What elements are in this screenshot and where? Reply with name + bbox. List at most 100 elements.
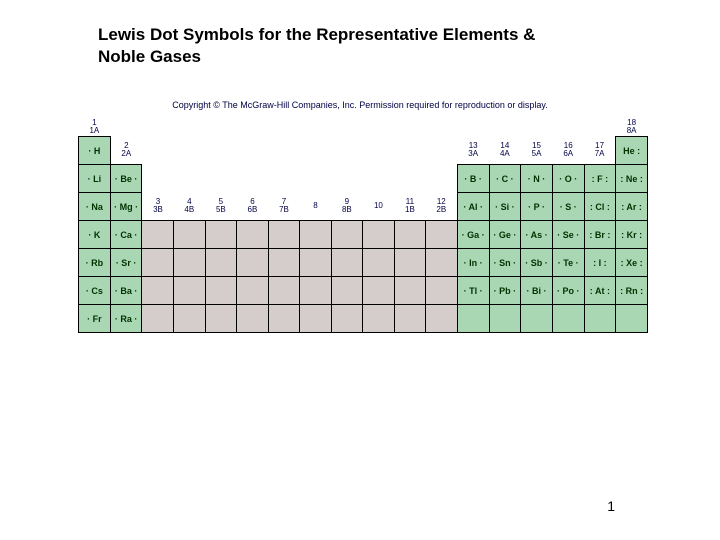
transition-cell (300, 277, 331, 305)
page-number: 1 (607, 498, 615, 514)
transition-cell (142, 249, 174, 277)
period-6: · Cs · Ba · · Tl · · Pb · · Bi · · Po · … (79, 277, 648, 305)
transition-cell (331, 221, 363, 249)
group-header-5: 55B (205, 193, 237, 221)
element-Sr: · Sr · (110, 249, 142, 277)
group-header-13: 133A (457, 137, 489, 165)
element-Li: · Li (79, 165, 111, 193)
transition-cell (331, 305, 363, 333)
group-header-7: 77B (268, 193, 300, 221)
element-Tl: · Tl · (457, 277, 489, 305)
element-Br: : Br : (584, 221, 616, 249)
element-Ba: · Ba · (110, 277, 142, 305)
periodic-table-grid: 11A 188A · H 22A 133A 144A 155A 166A 177… (78, 118, 648, 333)
transition-cell (205, 305, 237, 333)
transition-cell (394, 221, 426, 249)
empty-cell (616, 305, 648, 333)
empty-cell (552, 305, 584, 333)
empty-cell (457, 305, 489, 333)
element-Ca: · Ca · (110, 221, 142, 249)
transition-cell (363, 221, 395, 249)
transition-cell (394, 249, 426, 277)
group-header-16: 166A (552, 137, 584, 165)
transition-cell (237, 305, 269, 333)
period-1: · H 22A 133A 144A 155A 166A 177A He : (79, 137, 648, 165)
group-header-6: 66B (237, 193, 269, 221)
group-header-15: 155A (521, 137, 553, 165)
transition-cell (426, 277, 458, 305)
period-4: · K · Ca · · Ga · · Ge · · As · · Se · :… (79, 221, 648, 249)
transition-cell (394, 277, 426, 305)
transition-cell (426, 305, 458, 333)
empty-cell (521, 305, 553, 333)
transition-cell (268, 305, 300, 333)
transition-cell (237, 249, 269, 277)
element-S: · S · (552, 193, 584, 221)
element-Al: · Al · (457, 193, 489, 221)
element-Se: · Se · (552, 221, 584, 249)
transition-cell (268, 277, 300, 305)
group-header-14: 144A (489, 137, 521, 165)
transition-cell (363, 305, 395, 333)
element-N: · N · (521, 165, 553, 193)
transition-cell (205, 221, 237, 249)
transition-cell (426, 249, 458, 277)
transition-cell (268, 221, 300, 249)
element-Pb: · Pb · (489, 277, 521, 305)
element-Sn: · Sn · (489, 249, 521, 277)
element-Ar: : Ar : (616, 193, 648, 221)
element-At: : At : (584, 277, 616, 305)
transition-cell (300, 305, 331, 333)
period-2: · Li · Be · · B · · C · · N · · O · : F … (79, 165, 648, 193)
element-Cl: : Cl : (584, 193, 616, 221)
page-title: Lewis Dot Symbols for the Representative… (98, 24, 578, 68)
element-Kr: : Kr : (616, 221, 648, 249)
empty-cell (489, 305, 521, 333)
element-Be: · Be · (110, 165, 142, 193)
group-header-3: 33B (142, 193, 174, 221)
element-B: · B · (457, 165, 489, 193)
transition-cell (174, 305, 206, 333)
transition-cell (205, 277, 237, 305)
transition-cell (268, 249, 300, 277)
transition-cell (237, 221, 269, 249)
element-Ra: · Ra · (110, 305, 142, 333)
transition-cell (331, 249, 363, 277)
group-header-17: 177A (584, 137, 616, 165)
element-Ga: · Ga · (457, 221, 489, 249)
element-Cs: · Cs (79, 277, 111, 305)
transition-cell (300, 221, 331, 249)
element-K: · K (79, 221, 111, 249)
element-C: · C · (489, 165, 521, 193)
element-Ne: : Ne : (616, 165, 648, 193)
transition-cell (394, 305, 426, 333)
element-He: He : (616, 137, 648, 165)
group-header-11: 111B (394, 193, 426, 221)
group-header-2: 22A (110, 137, 142, 165)
transition-cell (237, 277, 269, 305)
element-Te: · Te · (552, 249, 584, 277)
group-header-9: 98B (331, 193, 363, 221)
period-3: · Na · Mg · 33B 44B 55B 66B 77B 8 98B 10… (79, 193, 648, 221)
periodic-table: 11A 188A · H 22A 133A 144A 155A 166A 177… (78, 118, 648, 333)
transition-cell (174, 277, 206, 305)
element-O: · O · (552, 165, 584, 193)
transition-cell (426, 221, 458, 249)
element-I: : I : (584, 249, 616, 277)
element-H: · H (79, 137, 111, 165)
transition-cell (142, 305, 174, 333)
copyright-text: Copyright © The McGraw-Hill Companies, I… (0, 100, 720, 110)
element-Si: · Si · (489, 193, 521, 221)
period-5: · Rb · Sr · · In · · Sn · · Sb · · Te · … (79, 249, 648, 277)
group-header-4: 44B (174, 193, 206, 221)
element-F: : F : (584, 165, 616, 193)
element-Rb: · Rb (79, 249, 111, 277)
element-Rn: : Rn : (616, 277, 648, 305)
transition-cell (205, 249, 237, 277)
period-7: · Fr · Ra · (79, 305, 648, 333)
group-header-12: 122B (426, 193, 458, 221)
element-As: · As · (521, 221, 553, 249)
element-Bi: · Bi · (521, 277, 553, 305)
transition-cell (363, 249, 395, 277)
transition-cell (142, 277, 174, 305)
